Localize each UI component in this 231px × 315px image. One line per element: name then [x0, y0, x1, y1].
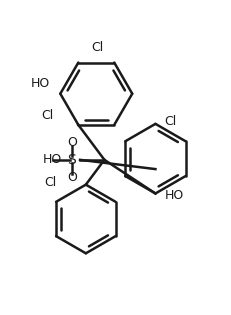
Text: O: O — [67, 136, 76, 149]
Text: HO: HO — [43, 153, 61, 166]
Text: HO: HO — [31, 77, 50, 90]
Text: Cl: Cl — [91, 41, 103, 54]
Text: Cl: Cl — [41, 109, 53, 122]
Text: Cl: Cl — [44, 176, 56, 189]
Text: O: O — [67, 171, 76, 184]
Text: S: S — [67, 153, 76, 167]
Text: HO: HO — [164, 189, 183, 202]
Text: Cl: Cl — [164, 115, 176, 128]
